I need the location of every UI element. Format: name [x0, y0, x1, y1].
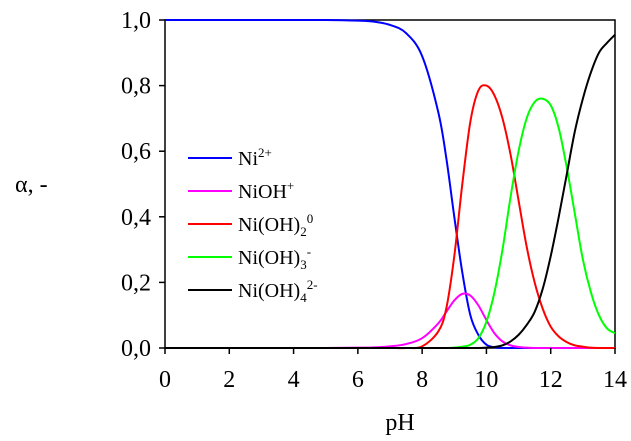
- legend-label-nioh3: Ni(OH)3-: [238, 244, 311, 272]
- x-tick-label: 12: [539, 367, 563, 393]
- plot-area: [164, 19, 616, 349]
- ticks-layer: 0 2 4 6 8 10 12 14 0,0 0,2 0,4 0,6 0,8 1,0: [121, 8, 627, 393]
- y-axis-title: α, -: [15, 172, 48, 198]
- y-tick-label: 0,2: [121, 270, 151, 296]
- x-tick-label: 14: [603, 367, 627, 393]
- series-layer: [164, 18, 616, 350]
- x-tick-label: 10: [474, 367, 498, 393]
- x-axis-title: pH: [385, 410, 414, 436]
- series-line-nioh4: [165, 34, 616, 350]
- x-tick-label: 8: [416, 367, 428, 393]
- y-tick-label: 0,0: [121, 336, 151, 362]
- legend-label-nioh: NiOH+: [238, 178, 294, 203]
- y-tick-label: 1,0: [121, 8, 151, 34]
- x-tick-label: 6: [352, 367, 364, 393]
- legend-label-nioh4: Ni(OH)42-: [238, 277, 318, 305]
- x-tick-label: 4: [288, 367, 300, 393]
- x-tick-label: 2: [223, 367, 235, 393]
- legend: Ni2+ NiOH+ Ni(OH)20 Ni(OH)3- Ni(OH)42-: [188, 145, 318, 305]
- y-tick-label: 0,8: [121, 74, 151, 100]
- legend-label-ni2: Ni2+: [238, 145, 272, 170]
- legend-label-nioh2: Ni(OH)20: [238, 211, 313, 239]
- y-tick-label: 0,4: [121, 205, 151, 231]
- x-tick-label: 0: [159, 367, 171, 393]
- y-tick-label: 0,6: [121, 139, 151, 165]
